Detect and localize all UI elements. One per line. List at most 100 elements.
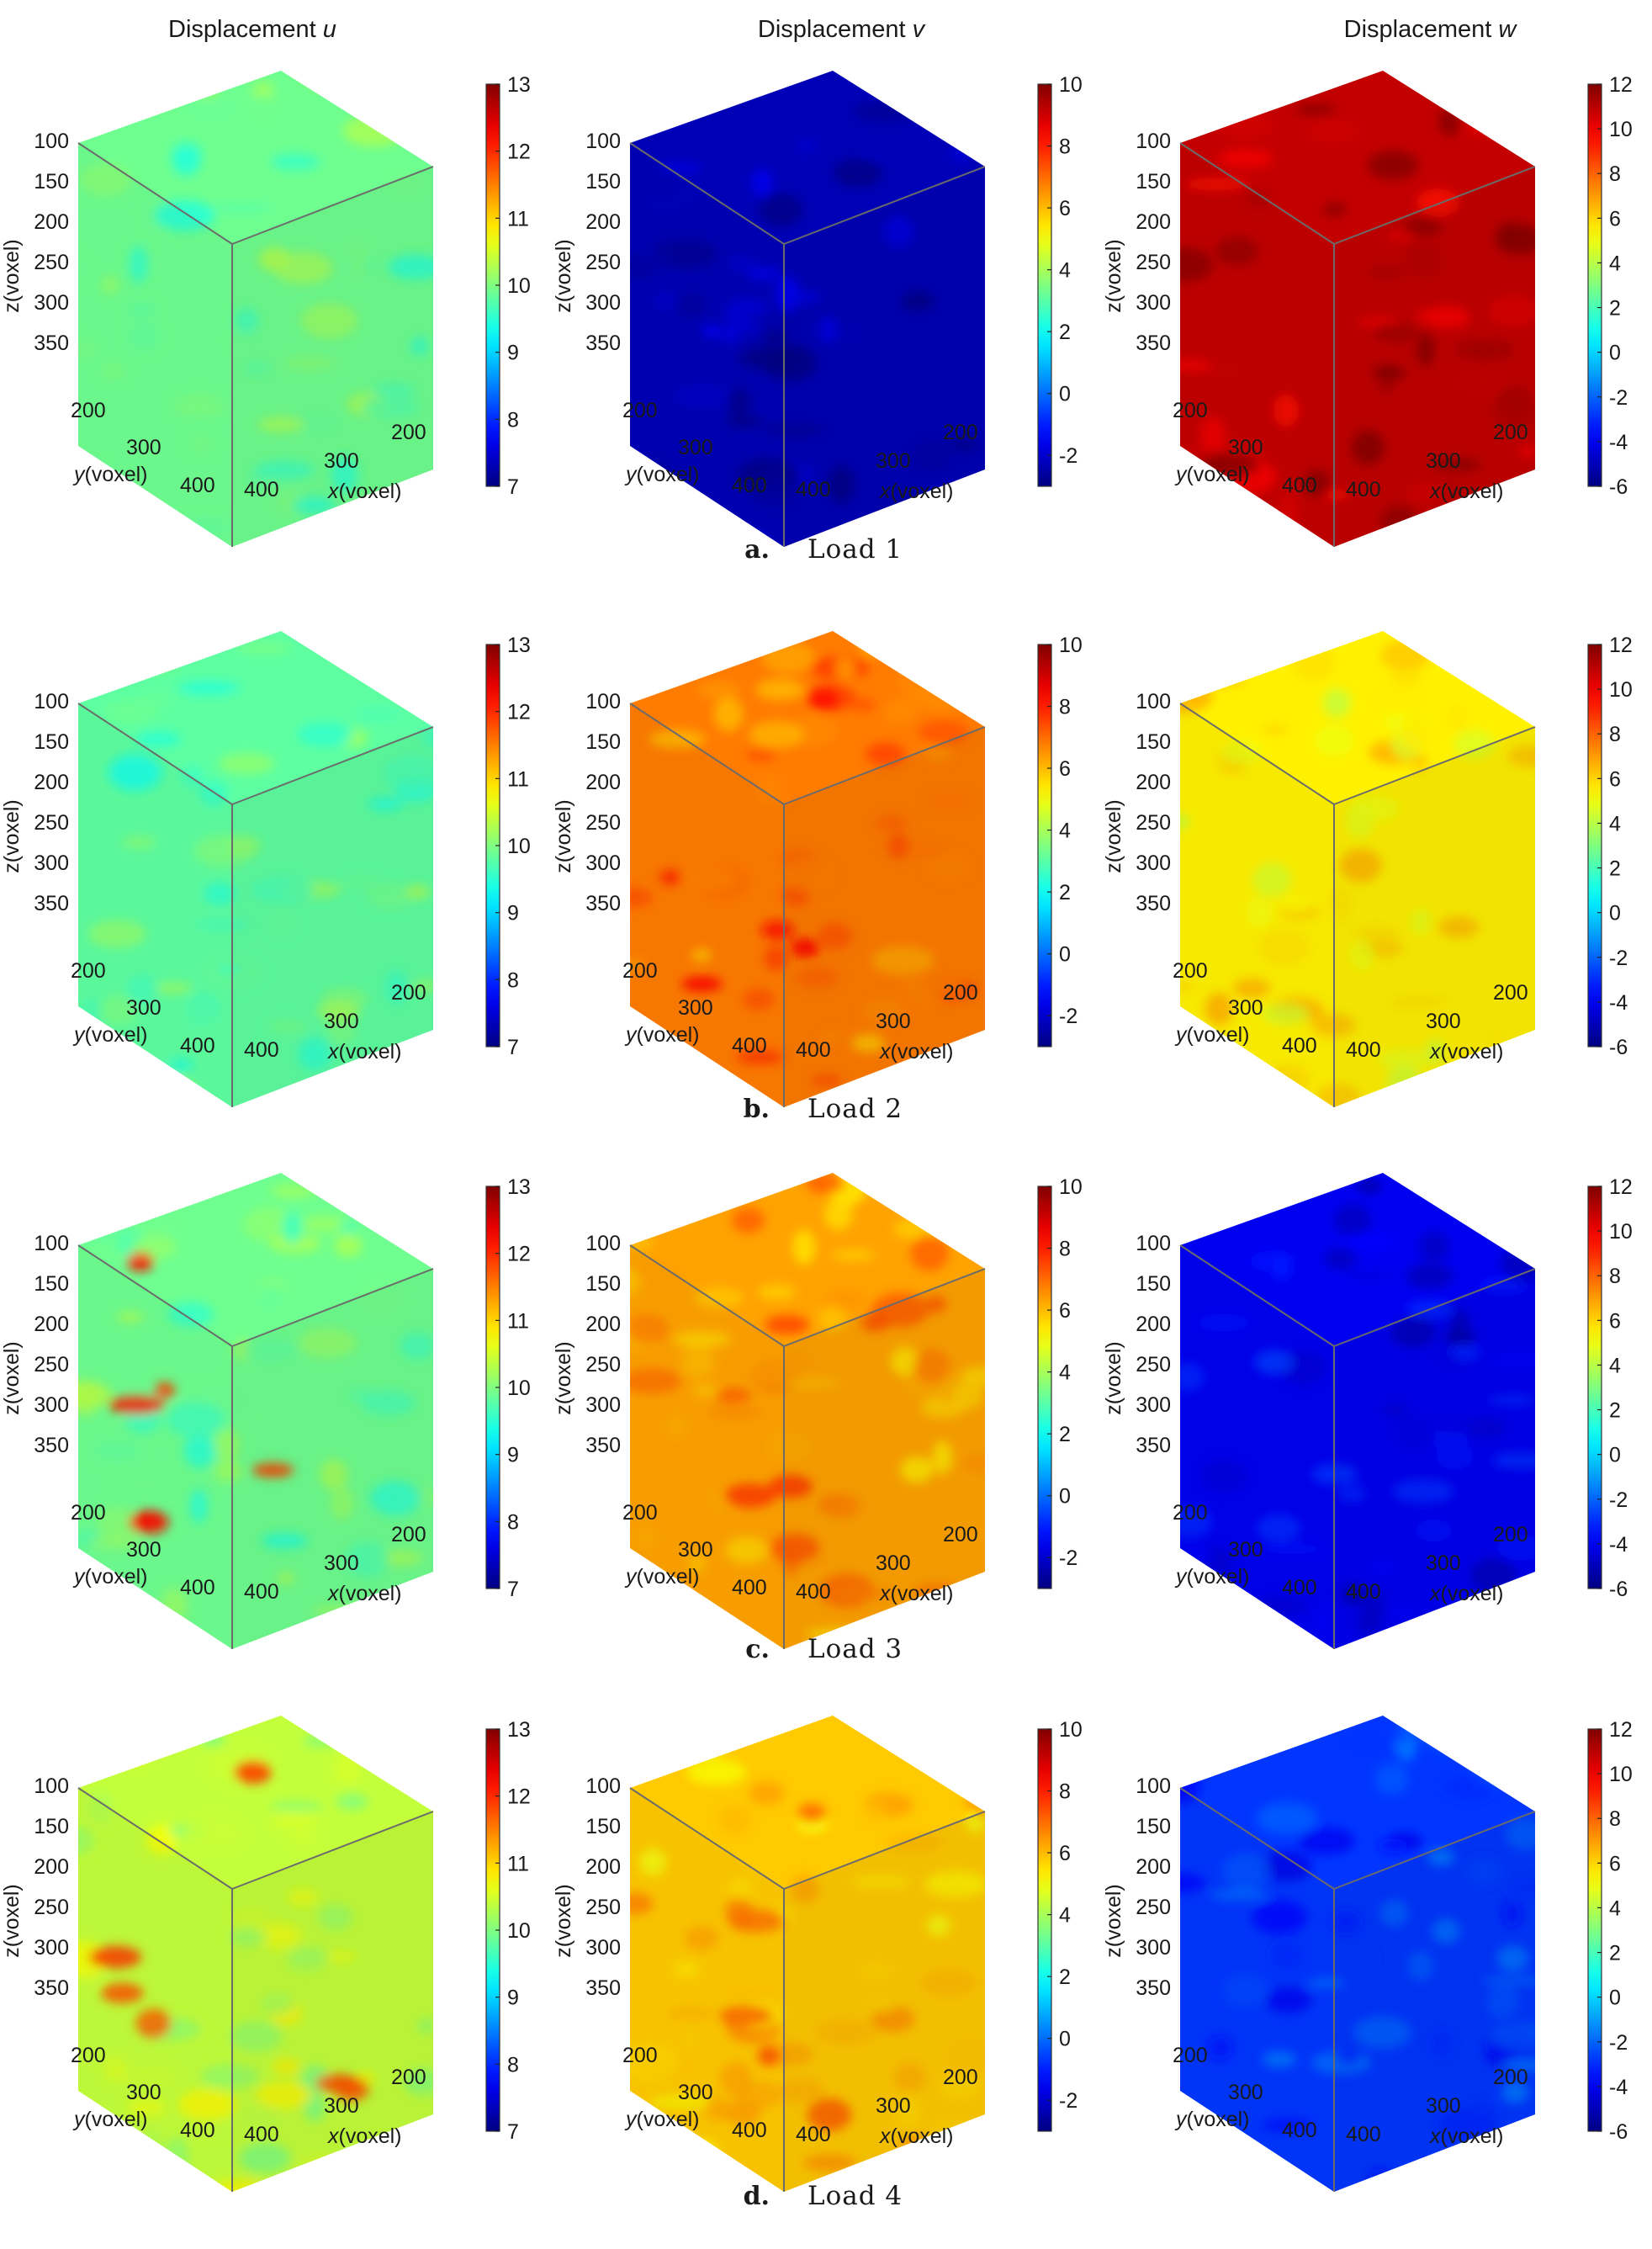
y-tick-label: 200 xyxy=(622,1501,658,1525)
colorbar-tick-label: -2 xyxy=(1059,2089,1078,2113)
x-tick-label: 300 xyxy=(876,2094,911,2118)
z-axis-label: z(voxel) xyxy=(0,239,24,313)
z-tick-label: 150 xyxy=(585,170,621,194)
z-tick-label: 300 xyxy=(34,1393,69,1417)
z-tick-label: 200 xyxy=(1136,1855,1171,1879)
z-tick-label: 200 xyxy=(585,210,621,234)
z-tick-label: 150 xyxy=(1136,1815,1171,1838)
colorbar-tick-label: 2 xyxy=(1609,1942,1621,1965)
z-tick-label: 150 xyxy=(34,1815,69,1838)
colorbar-tick-label: -4 xyxy=(1609,991,1628,1015)
x-tick-label: 400 xyxy=(1346,1038,1381,1062)
caption-text: Load 3 xyxy=(807,1634,903,1664)
colorbar-tick-label: 0 xyxy=(1609,1986,1621,2010)
y-axis-label: y(voxel) xyxy=(1174,1023,1250,1047)
z-tick-label: 250 xyxy=(34,1353,69,1376)
column-headers: Displacement u Displacement v Displacement… xyxy=(168,16,1517,43)
colorbar-tick-label: -2 xyxy=(1609,947,1628,970)
field-texture xyxy=(630,1741,985,2190)
colorbar-tick-label: 10 xyxy=(1609,1763,1633,1786)
z-tick-label: 250 xyxy=(585,1896,621,1919)
y-tick-label: 300 xyxy=(678,2081,713,2104)
z-tick-label: 250 xyxy=(34,1896,69,1919)
z-tick-label: 300 xyxy=(1136,291,1171,315)
colorbar-tick-label: -2 xyxy=(1609,2031,1628,2055)
colorbar-tick-label: 2 xyxy=(1609,857,1621,881)
colorbar-tick-label: 11 xyxy=(507,1309,529,1333)
column-header-w: Displacement w xyxy=(1344,16,1518,43)
colorbar-tick-label: 10 xyxy=(1609,1220,1633,1244)
colorbar-tick-label: 6 xyxy=(1609,1852,1621,1875)
cube-edge xyxy=(77,142,233,245)
colorbar-tick-label: -4 xyxy=(1609,1533,1628,1557)
z-tick-label: 150 xyxy=(34,1272,69,1296)
x-axis-label: x(voxel) xyxy=(879,480,954,503)
x-tick-label: 300 xyxy=(876,1010,911,1033)
x-tick-label: 400 xyxy=(796,1580,831,1604)
x-tick-label: 200 xyxy=(943,981,978,1005)
panel-a-u: 100 150 200 250 300 350 z(voxel) 200 300 400 y(vox… xyxy=(0,71,531,547)
cube-edge xyxy=(1179,142,1335,245)
colorbar-tick-label: 2 xyxy=(1059,1965,1071,1989)
cube-edge xyxy=(783,1268,986,1347)
cube-edge xyxy=(629,1787,785,1890)
colorbar-tick-label: -6 xyxy=(1609,475,1628,499)
z-tick-label: 350 xyxy=(1136,892,1171,915)
x-tick-label: 300 xyxy=(324,1551,359,1575)
colorbar-tick-label: 2 xyxy=(1059,1423,1071,1446)
z-tick-label: 350 xyxy=(34,332,69,355)
x-tick-label: 200 xyxy=(1493,421,1528,444)
colorbar-tick-label: -2 xyxy=(1059,1546,1078,1570)
y-tick-label: 200 xyxy=(71,1501,106,1525)
cube-edge xyxy=(77,1787,233,1890)
cube-right-face xyxy=(1334,167,1535,547)
x-tick-label: 300 xyxy=(324,1010,359,1033)
x-axis-label: x(voxel) xyxy=(327,1040,402,1064)
x-tick-label: 200 xyxy=(943,1523,978,1546)
colorbar-tick-label: 4 xyxy=(1609,1354,1621,1377)
y-tick-label: 300 xyxy=(126,2081,161,2104)
z-tick-label: 350 xyxy=(585,1434,621,1457)
z-axis-label: z(voxel) xyxy=(552,1884,575,1958)
colorbar-tick-label: 4 xyxy=(1059,259,1071,283)
z-tick-label: 300 xyxy=(34,851,69,875)
panel-c-v: 100150200250300350z(voxel)200300400y(vox… xyxy=(552,1173,1083,1649)
y-tick-label: 200 xyxy=(71,959,106,983)
y-tick-label: 200 xyxy=(1173,2044,1208,2067)
y-tick-label: 300 xyxy=(1228,2081,1263,2104)
z-tick-label: 250 xyxy=(1136,1353,1171,1376)
z-tick-label: 250 xyxy=(585,811,621,835)
x-tick-label: 400 xyxy=(1346,2123,1381,2146)
y-axis-label: y(voxel) xyxy=(1174,463,1250,486)
x-tick-label: 300 xyxy=(876,1551,911,1575)
z-axis-label: z(voxel) xyxy=(1102,239,1125,313)
panel-c-w: 100150200250300350z(voxel)200300400y(vox… xyxy=(1102,1173,1633,1649)
x-tick-label: 200 xyxy=(1493,2066,1528,2089)
y-axis-label: y(voxel) xyxy=(624,1565,700,1589)
z-tick-label: 100 xyxy=(34,130,69,153)
cube-right-face xyxy=(1334,1269,1535,1649)
z-axis-label: z(voxel) xyxy=(552,799,575,873)
colorbar-tick-label: 0 xyxy=(1609,902,1621,926)
column-header-v: Displacement v xyxy=(758,16,926,43)
x-tick-label: 300 xyxy=(324,449,359,473)
x-tick-label: 400 xyxy=(796,1038,831,1062)
colorbar-tick-label: 11 xyxy=(507,1852,529,1875)
z-tick-label: 150 xyxy=(1136,1272,1171,1296)
z-axis-label: z(voxel) xyxy=(1102,799,1125,873)
z-tick-label: 350 xyxy=(34,1434,69,1457)
panel-a-v: 100150200250300350z(voxel)200300400y(vox… xyxy=(552,71,1083,547)
x-tick-label: 200 xyxy=(943,421,978,444)
y-axis-label: y(voxel) xyxy=(624,2108,700,2131)
z-tick-label: 300 xyxy=(1136,851,1171,875)
z-tick-label: 100 xyxy=(1136,690,1171,713)
x-axis-label: x(voxel) xyxy=(1429,2124,1504,2148)
y-tick-label: 200 xyxy=(1173,959,1208,983)
y-tick-label: 400 xyxy=(180,474,215,497)
z-tick-label: 300 xyxy=(585,1936,621,1960)
colorbar-tick-label: 12 xyxy=(507,1243,531,1266)
z-tick-label: 100 xyxy=(585,1774,621,1798)
colorbar-tick-label: 8 xyxy=(1609,1265,1621,1288)
colorbar-tick-label: 7 xyxy=(507,1036,519,1059)
z-tick-label: 200 xyxy=(34,1313,69,1336)
